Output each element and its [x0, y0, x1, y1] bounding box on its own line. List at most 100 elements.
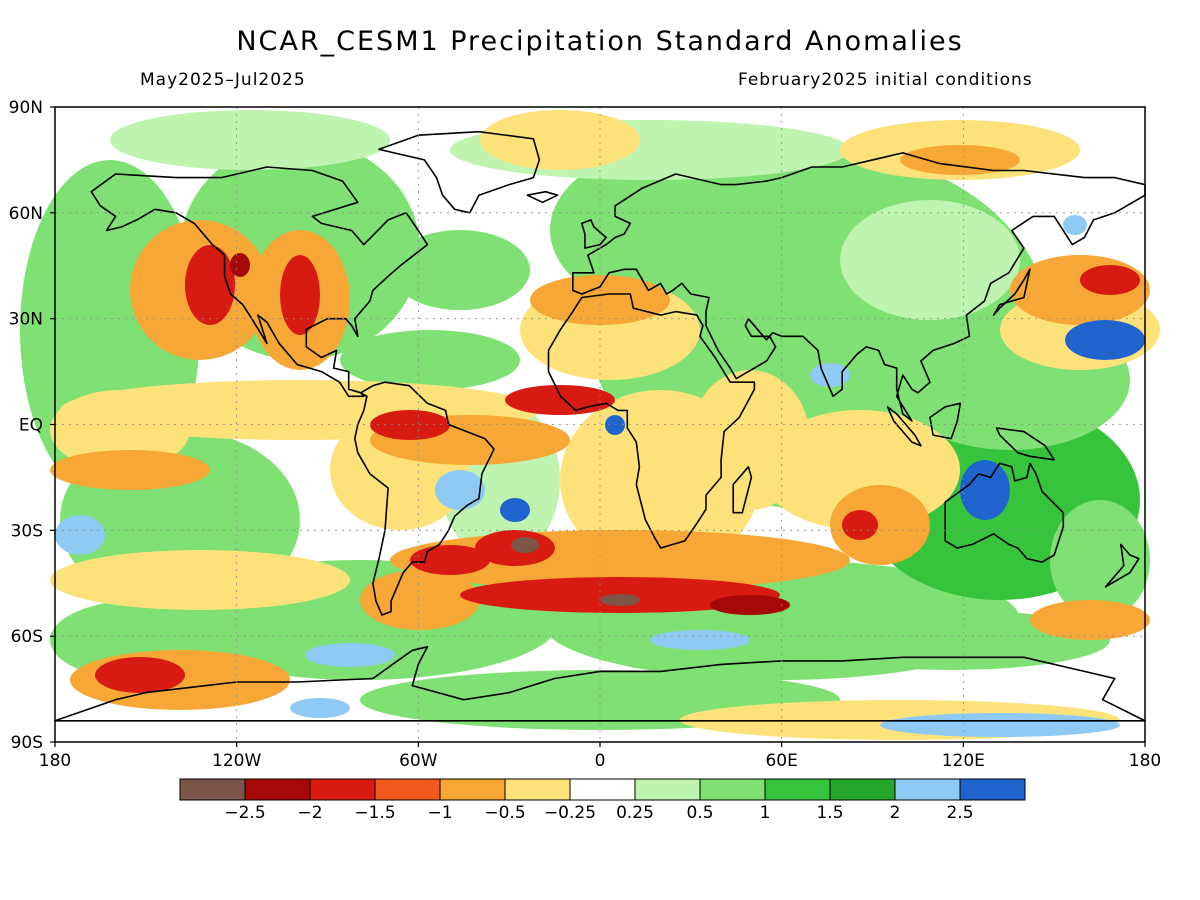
- coastline-greenland: [378, 130, 541, 214]
- anomaly-fields: [20, 110, 1160, 740]
- anomaly-region-68: [1063, 215, 1087, 235]
- colorbar-swatch: [634, 778, 701, 801]
- lat-tick-label: 30S: [11, 521, 43, 541]
- anomaly-region-26: [480, 110, 640, 170]
- colorbar-swatch: [764, 778, 831, 801]
- coastline-madagascar: [732, 466, 753, 514]
- colorbar-label: 1.5: [816, 803, 843, 823]
- colorbar-swatch: [309, 778, 376, 801]
- colorbar-label: 0.5: [686, 803, 713, 823]
- coastline-new-guinea: [995, 427, 1055, 461]
- anomaly-region-13: [1050, 500, 1150, 620]
- lat-tick-label: 90N: [9, 98, 43, 118]
- anomaly-region-14: [390, 230, 530, 310]
- colorbar-swatch: [374, 778, 441, 801]
- lat-tick-label: 30N: [9, 310, 43, 330]
- coastlines: [54, 130, 1146, 722]
- anomaly-region-15: [340, 330, 520, 390]
- anomaly-region-60: [500, 498, 530, 522]
- coastline-iceland: [526, 190, 559, 204]
- anomaly-region-35: [530, 275, 670, 325]
- coastline-australia: [944, 462, 1065, 563]
- anomaly-region-49: [95, 657, 185, 693]
- coastline-japan: [992, 268, 1031, 316]
- anomaly-region-39: [830, 485, 930, 565]
- anomaly-region-57: [710, 595, 790, 615]
- anomaly-region-56: [600, 594, 640, 606]
- anomaly-region-53: [410, 545, 490, 575]
- initial-conditions-label: February2025 initial conditions: [738, 70, 1033, 90]
- anomaly-region-19: [840, 200, 1020, 320]
- colorbar-label: 2: [890, 803, 901, 823]
- coastline-sumatra: [886, 406, 922, 447]
- lon-tick-label: 180: [39, 751, 71, 771]
- anomaly-region-55: [511, 537, 539, 553]
- colorbar-swatch: [179, 778, 246, 801]
- gridlines: [55, 107, 1145, 742]
- colorbar-swatch: [244, 778, 311, 801]
- colorbar-swatch: [439, 778, 506, 801]
- anomaly-region-66: [650, 630, 750, 650]
- colorbar: −2.5 −2 −1.5 −1 −0.5 −0.25 0.25 0.5 1 1.5 2 2.5: [179, 778, 1026, 823]
- anomaly-region-27: [690, 370, 810, 510]
- colorbar-label: 0.25: [616, 803, 654, 823]
- anomaly-region-47: [505, 385, 615, 415]
- anomaly-region-17: [110, 110, 390, 170]
- colorbar-label: −0.25: [544, 803, 596, 823]
- anomaly-region-62: [305, 643, 395, 667]
- anomaly-region-52: [842, 510, 878, 540]
- lon-tick-label: 120W: [212, 751, 261, 771]
- colorbar-label: 1: [760, 803, 771, 823]
- anomaly-region-11: [790, 610, 1110, 670]
- coastline-new-zealand: [1104, 543, 1140, 588]
- colorbar-label: −1.5: [354, 803, 395, 823]
- coastline-british-isles: [581, 219, 607, 249]
- lat-tick-label: 90S: [11, 733, 43, 753]
- anomaly-region-40: [50, 450, 210, 490]
- anomaly-region-8: [550, 140, 850, 320]
- anomaly-region-67: [435, 470, 485, 510]
- colorbar-swatch: [699, 778, 766, 801]
- anomaly-region-30: [50, 550, 350, 610]
- anomaly-region-69: [810, 363, 850, 387]
- anomaly-region-46: [370, 410, 450, 440]
- coastline-north-america: [90, 166, 429, 398]
- anomaly-region-54: [230, 253, 250, 277]
- colorbar-swatch: [959, 778, 1026, 801]
- anomaly-region-51: [1080, 265, 1140, 295]
- colorbar-label: 2.5: [946, 803, 973, 823]
- lon-tick-label: 180: [1129, 751, 1161, 771]
- lon-tick-label: 60W: [399, 751, 438, 771]
- lon-tick-label: 0: [595, 751, 606, 771]
- lon-tick-label: 60E: [765, 751, 797, 771]
- lat-tick-label: EQ: [19, 416, 43, 436]
- colorbar-label: −1: [427, 803, 452, 823]
- lat-tick-label: 60S: [11, 627, 43, 647]
- coastline-eurasia: [572, 152, 1146, 422]
- colorbar-label: −2.5: [224, 803, 265, 823]
- lat-tick-label: 60N: [9, 204, 43, 224]
- coastline-africa-eurasia: [547, 293, 756, 549]
- anomaly-region-61: [605, 415, 625, 435]
- coastline-antarctica: [54, 646, 1146, 722]
- map-body: [20, 106, 1160, 743]
- colorbar-label: −0.5: [484, 803, 525, 823]
- colorbar-swatch: [829, 778, 896, 801]
- anomaly-region-65: [880, 713, 1120, 737]
- colorbar-label: −2: [297, 803, 322, 823]
- coastline-borneo: [929, 402, 962, 440]
- anomaly-region-58: [1065, 320, 1145, 360]
- colorbar-swatch: [569, 778, 636, 801]
- anomaly-region-44: [185, 245, 235, 325]
- map-title: NCAR_CESM1 Precipitation Standard Anomal…: [236, 26, 964, 57]
- forecast-period: May2025–Jul2025: [140, 70, 306, 90]
- lon-tick-label: 120E: [942, 751, 985, 771]
- colorbar-swatch: [894, 778, 961, 801]
- anomaly-region-43: [1030, 600, 1150, 640]
- anomaly-region-42: [360, 570, 480, 630]
- anomaly-region-64: [55, 515, 105, 555]
- anomaly-region-59: [960, 460, 1010, 520]
- anomaly-region-21: [50, 390, 190, 470]
